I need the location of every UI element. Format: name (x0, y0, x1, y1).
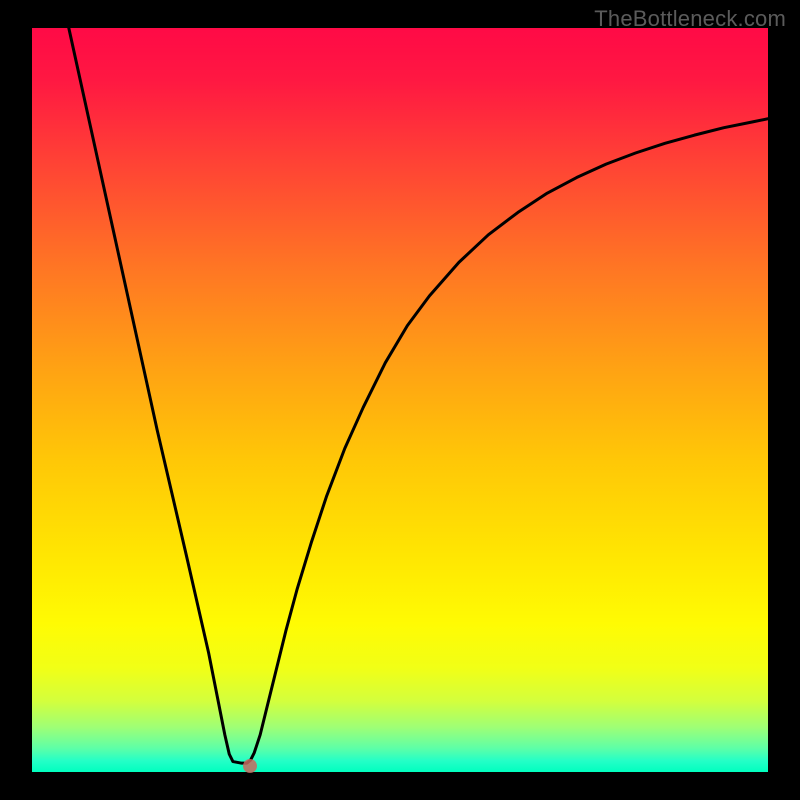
optimal-point-marker (243, 759, 257, 773)
plot-area (32, 28, 768, 772)
bottleneck-curve (69, 28, 768, 763)
attribution-watermark: TheBottleneck.com (594, 6, 786, 32)
curve-svg (32, 28, 768, 772)
